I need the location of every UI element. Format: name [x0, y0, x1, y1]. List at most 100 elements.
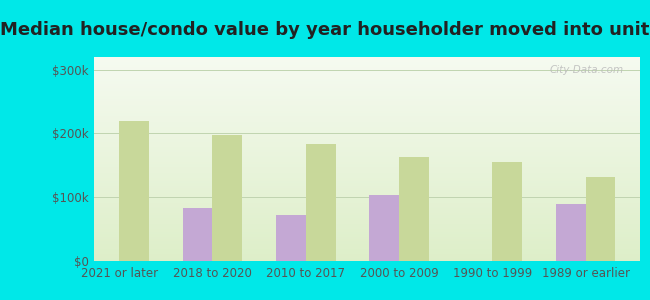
Bar [94, 79, 640, 81]
Bar [94, 74, 640, 76]
Bar [94, 248, 640, 249]
Bar [94, 225, 640, 227]
Bar [94, 203, 640, 205]
Bar [94, 122, 640, 123]
Bar [94, 156, 640, 157]
Bar [94, 259, 640, 261]
Bar [492, 162, 522, 261]
Bar [94, 222, 640, 224]
Bar [94, 193, 640, 195]
Bar [94, 72, 640, 74]
Bar [94, 140, 640, 142]
Bar [94, 198, 640, 200]
Bar [94, 242, 640, 244]
Bar [94, 81, 640, 82]
Bar [94, 208, 640, 210]
Bar [94, 220, 640, 222]
Bar [94, 91, 640, 93]
Bar [399, 157, 429, 261]
Bar [94, 128, 640, 130]
Bar [94, 169, 640, 171]
Bar [94, 183, 640, 184]
Bar [94, 101, 640, 103]
Bar [94, 164, 640, 166]
Bar [94, 254, 640, 256]
Bar [94, 179, 640, 181]
Bar [94, 88, 640, 89]
Bar [94, 69, 640, 70]
Bar [94, 162, 640, 164]
Bar [94, 147, 640, 149]
Bar [94, 67, 640, 69]
Bar [94, 120, 640, 122]
Bar [94, 149, 640, 151]
Bar [94, 111, 640, 113]
Bar [94, 200, 640, 202]
Bar [94, 151, 640, 152]
Bar [94, 234, 640, 236]
Bar [94, 82, 640, 84]
Bar [94, 154, 640, 156]
Bar [94, 110, 640, 111]
Bar [94, 241, 640, 242]
Bar [94, 159, 640, 161]
Bar [94, 239, 640, 241]
Bar [94, 191, 640, 193]
Text: Median house/condo value by year householder moved into unit: Median house/condo value by year househo… [0, 21, 650, 39]
Bar [94, 213, 640, 215]
Bar [94, 106, 640, 108]
Bar [94, 57, 640, 59]
Bar [94, 103, 640, 105]
Bar [183, 208, 213, 261]
Bar [94, 253, 640, 254]
Bar [94, 118, 640, 120]
Bar [94, 195, 640, 197]
Bar [94, 108, 640, 110]
Bar [94, 167, 640, 169]
Bar [94, 258, 640, 259]
Bar [94, 113, 640, 115]
Bar [94, 65, 640, 67]
Bar [94, 152, 640, 154]
Bar [94, 135, 640, 137]
Bar [94, 62, 640, 64]
Bar [94, 207, 640, 208]
Bar [94, 230, 640, 232]
Bar [94, 172, 640, 174]
Bar [94, 205, 640, 207]
Bar [94, 59, 640, 60]
Bar [94, 125, 640, 127]
Bar [94, 227, 640, 229]
Bar [94, 123, 640, 125]
Bar [94, 224, 640, 225]
Bar [94, 217, 640, 218]
Bar [94, 137, 640, 139]
Bar [94, 142, 640, 144]
Bar [94, 186, 640, 188]
Bar [94, 157, 640, 159]
Bar [94, 60, 640, 62]
Bar [306, 144, 335, 261]
Text: City-Data.com: City-Data.com [550, 65, 624, 75]
Bar [94, 127, 640, 128]
Bar [94, 218, 640, 220]
Bar [94, 215, 640, 217]
Bar [94, 146, 640, 147]
Bar [94, 84, 640, 86]
Bar [94, 236, 640, 237]
Bar [94, 196, 640, 198]
Bar [94, 190, 640, 191]
Bar [94, 166, 640, 167]
Bar [94, 116, 640, 118]
Bar [94, 246, 640, 248]
Bar [94, 100, 640, 101]
Bar [94, 188, 640, 190]
Bar [94, 139, 640, 140]
Bar [94, 96, 640, 98]
Bar [94, 212, 640, 213]
Bar [94, 161, 640, 162]
Bar [94, 176, 640, 178]
Bar [94, 134, 640, 135]
Bar [94, 86, 640, 88]
Bar [94, 70, 640, 72]
